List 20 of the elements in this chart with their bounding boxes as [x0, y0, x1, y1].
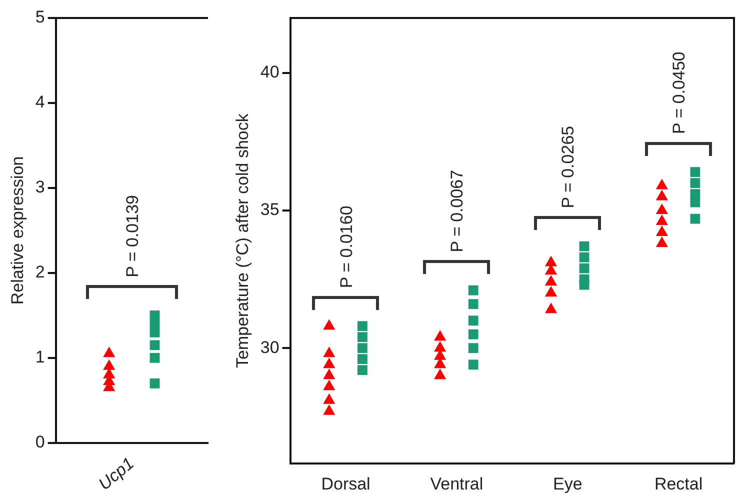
- y-tick-label: 1: [35, 348, 45, 367]
- y-tick-label: 30: [260, 338, 280, 357]
- y-tick-label: 3: [35, 178, 45, 197]
- annotation: P = 0.0160: [336, 206, 356, 288]
- annotation: P = 0.0450: [670, 52, 689, 134]
- x-tick-label: Rectal: [654, 474, 703, 494]
- y-tick-label: 2: [35, 262, 45, 282]
- y-axis-title: Temperature (°C) after cold shock: [232, 113, 252, 368]
- y-tick-label: 4: [35, 92, 45, 112]
- annotation: P = 0.0139: [122, 195, 142, 278]
- annotation: P = 0.0067: [448, 170, 467, 252]
- x-tick-label: Eye: [552, 474, 582, 494]
- y-tick-label: 35: [260, 200, 280, 220]
- annotation: P = 0.0265: [558, 126, 578, 208]
- y-axis-title: Relative expression: [8, 156, 27, 305]
- y-tick-label: 0: [35, 432, 45, 452]
- y-tick-label: 5: [35, 8, 45, 27]
- y-tick-label: 40: [260, 62, 280, 82]
- x-tick-label: Ventral: [430, 474, 484, 494]
- x-tick-label: Dorsal: [321, 474, 370, 494]
